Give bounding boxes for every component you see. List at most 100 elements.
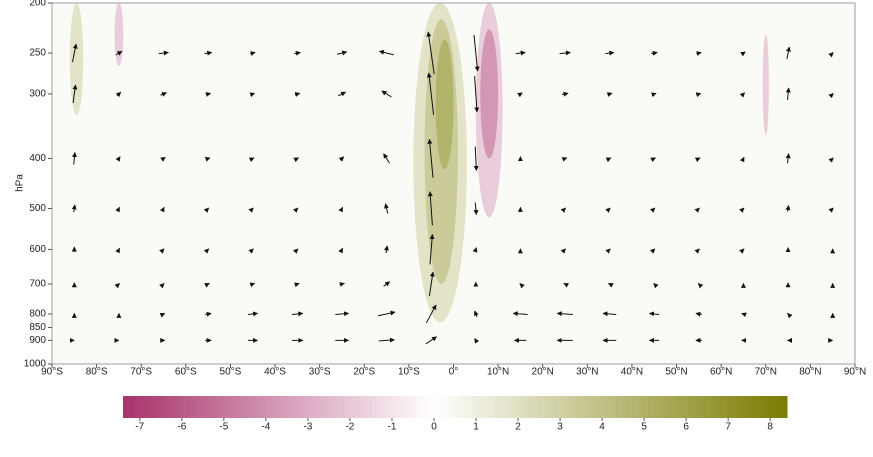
colorbar-strip [422,396,428,418]
colorbar-strip [593,396,599,418]
colorbar-tick-label: -5 [219,422,228,433]
colorbar-strip [770,396,776,418]
x-tick-label: 80°S [86,367,108,378]
colorbar-strip [627,396,633,418]
colorbar-strip [123,396,129,418]
colorbar-strip [527,396,533,418]
colorbar-strip [283,396,289,418]
colorbar-strip [654,396,660,418]
colorbar-strip [638,396,644,418]
colorbar-strip [366,396,372,418]
x-tick-label: 60°N [710,367,732,378]
colorbar-strip [317,396,323,418]
y-tick-label: 850 [29,322,46,333]
colorbar-strip [322,396,328,418]
colorbar-strip [328,396,334,418]
colorbar-strip [615,396,621,418]
x-tick-label: 20°N [532,367,554,378]
colorbar-strip [610,396,616,418]
x-tick-label: 20°S [353,367,375,378]
colorbar-tick-label: 6 [683,422,689,433]
colorbar-strip [693,396,699,418]
colorbar-strip [577,396,583,418]
x-tick-label: 30°N [576,367,598,378]
colorbar-strip [151,396,157,418]
colorbar-strip [571,396,577,418]
colorbar-strip [239,396,245,418]
colorbar-strip [217,396,223,418]
colorbar-strip [483,396,489,418]
colorbar-strip [333,396,339,418]
colorbar-strip [350,396,356,418]
colorbar-strip [682,396,688,418]
colorbar-strip [295,396,301,418]
colorbar-strip [394,396,400,418]
colorbar-tick-label: 4 [599,422,605,433]
x-tick-label: 40°S [264,367,286,378]
colorbar-strip [477,396,483,418]
colorbar-strip [732,396,738,418]
colorbar-strip [134,396,140,418]
colorbar-strip [433,396,439,418]
colorbar-strip [754,396,760,418]
colorbar-strip [599,396,605,418]
y-tick-label: 900 [29,335,46,346]
y-tick-label: 250 [29,48,46,59]
colorbar-strip [306,396,312,418]
y-tick-label: 200 [29,0,46,9]
colorbar-tick-label: 8 [767,422,773,433]
colorbar-strip [759,396,765,418]
colorbar-strip [162,396,168,418]
colorbar-strip [721,396,727,418]
colorbar-strip [588,396,594,418]
colorbar-tick-label: -7 [135,422,144,433]
colorbar-strip [416,396,422,418]
colorbar-strip [129,396,135,418]
colorbar-strip [140,396,146,418]
colorbar-strip [245,396,251,418]
x-tick-label: 90°S [41,367,63,378]
colorbar-strip [378,396,384,418]
colorbar-tick-label: 3 [557,422,563,433]
colorbar-strip [776,396,782,418]
colorbar-strip [516,396,522,418]
colorbar-strip [737,396,743,418]
x-tick-label: 70°N [755,367,777,378]
colorbar-strip [687,396,693,418]
colorbar-strip [472,396,478,418]
colorbar-strip [676,396,682,418]
shading-blob [70,3,83,115]
colorbar-strip [549,396,555,418]
colorbar-strip [438,396,444,418]
colorbar-strip [178,396,184,418]
colorbar-strip [145,396,151,418]
colorbar-tick-label: 0 [431,422,437,433]
colorbar-tick-label: -6 [177,422,186,433]
colorbar-strip [555,396,561,418]
colorbar-strip [544,396,550,418]
colorbar-tick-label: 1 [473,422,479,433]
colorbar-strip [372,396,378,418]
colorbar-strip [383,396,389,418]
colorbar-strip [643,396,649,418]
colorbar-tick-label: -4 [261,422,270,433]
x-tick-label: 30°S [309,367,331,378]
y-axis-label: hPa [15,174,26,192]
colorbar-strip [361,396,367,418]
shading-blob [114,3,123,66]
y-tick-label: 600 [29,244,46,255]
colorbar-strip [765,396,771,418]
colorbar-strip [510,396,516,418]
shading-layer [52,3,855,364]
colorbar-strip [505,396,511,418]
colorbar-strip [726,396,732,418]
colorbar-strip [256,396,262,418]
colorbar-strip [206,396,212,418]
x-tick-label: 40°N [621,367,643,378]
colorbar-strip [267,396,273,418]
colorbar-strip [156,396,162,418]
colorbar-strip [344,396,350,418]
colorbar-strip [234,396,240,418]
colorbar-strip [355,396,361,418]
